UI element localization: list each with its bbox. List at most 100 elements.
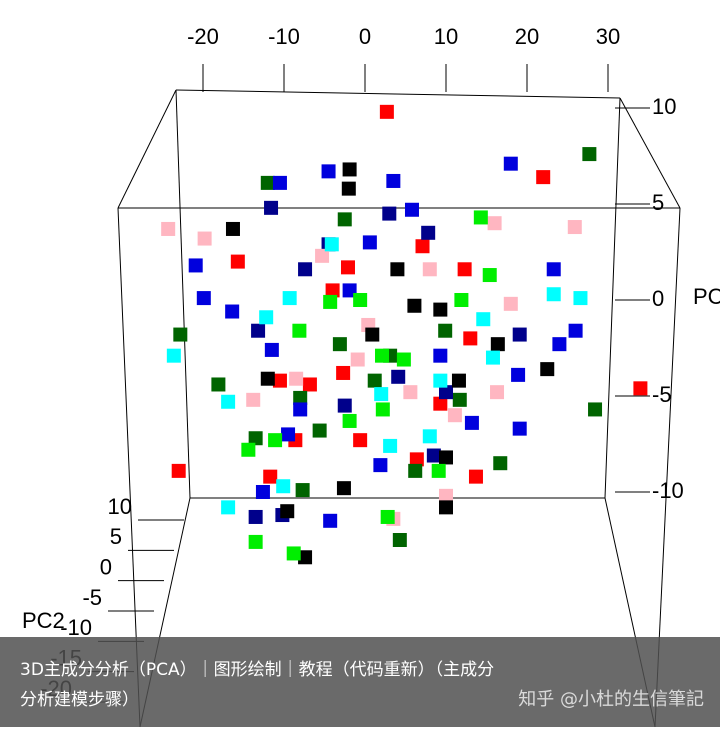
point: [248, 509, 263, 524]
x-tick-label: -10: [268, 24, 300, 49]
point: [422, 429, 437, 444]
point: [439, 385, 453, 400]
point: [268, 433, 283, 448]
point: [323, 294, 338, 309]
watermark: 知乎 @小杜的生信筆記: [518, 689, 704, 710]
point: [350, 352, 365, 367]
point: [298, 262, 313, 277]
point: [396, 352, 411, 367]
x-tick-label: 0: [359, 24, 371, 49]
point: [332, 337, 347, 352]
point: [573, 291, 588, 306]
point: [264, 200, 279, 215]
point: [342, 283, 357, 298]
point: [464, 415, 479, 430]
z-axis-label: PC2: [22, 608, 65, 633]
point: [321, 164, 336, 179]
x-tick-label: 20: [515, 24, 539, 49]
point: [298, 550, 313, 565]
z-tick-label: -5: [82, 585, 102, 610]
x-tick-label: 10: [434, 24, 458, 49]
point: [546, 287, 561, 302]
point: [503, 296, 518, 311]
point: [362, 235, 377, 250]
point: [407, 298, 422, 313]
point: [342, 162, 357, 177]
point: [367, 373, 382, 388]
point: [336, 481, 351, 496]
point: [336, 365, 351, 380]
point: [457, 262, 472, 277]
point: [468, 469, 483, 484]
point: [392, 533, 407, 547]
point: [546, 262, 561, 277]
point: [439, 500, 453, 515]
point: [582, 147, 597, 162]
point: [409, 452, 424, 467]
point: [293, 402, 308, 417]
point: [390, 262, 405, 277]
point: [503, 156, 518, 171]
point: [490, 337, 505, 352]
point: [373, 458, 388, 473]
point: [293, 390, 308, 405]
point: [473, 210, 488, 225]
point: [337, 212, 352, 227]
point: [272, 373, 287, 388]
x-tick-label: -20: [187, 24, 219, 49]
point: [568, 323, 583, 338]
point: [487, 216, 502, 231]
point: [382, 206, 397, 221]
point: [221, 394, 236, 409]
point: [325, 283, 340, 298]
point: [426, 448, 441, 463]
point: [439, 450, 453, 465]
point: [380, 509, 395, 524]
point: [476, 312, 491, 327]
point: [173, 327, 188, 342]
caption-line: 3D主成分分析（PCA）｜图形绘制｜教程（代码重新）（主成分: [20, 660, 495, 680]
point: [171, 463, 186, 478]
point: [292, 323, 307, 338]
point: [365, 327, 380, 342]
point: [415, 239, 430, 254]
point: [447, 408, 462, 423]
point: [540, 362, 555, 377]
point: [241, 442, 256, 457]
point: [196, 291, 211, 306]
point: [588, 402, 603, 417]
point: [386, 173, 401, 188]
y-tick-label: 10: [652, 94, 676, 119]
point: [404, 202, 419, 217]
point: [375, 348, 390, 363]
point: [438, 323, 453, 338]
point: [286, 546, 301, 561]
point: [280, 504, 295, 519]
point: [315, 248, 330, 263]
point: [482, 268, 497, 283]
point: [433, 396, 448, 411]
point: [463, 331, 478, 346]
point: [260, 371, 275, 386]
z-tick-label: -10: [60, 615, 92, 640]
point: [567, 220, 582, 235]
point: [408, 463, 423, 478]
point: [431, 463, 446, 478]
point: [259, 310, 274, 325]
point: [246, 392, 261, 407]
caption-band: 3D主成分分析（PCA）｜图形绘制｜教程（代码重新）（主成分 分析建模步骤） 知…: [0, 637, 720, 727]
point: [493, 456, 508, 471]
point: [433, 373, 448, 388]
point: [511, 367, 526, 382]
point: [439, 488, 453, 503]
y-tick-label: -10: [652, 478, 684, 503]
point: [161, 221, 176, 236]
z-tick-label: 0: [100, 554, 112, 579]
point: [536, 170, 551, 185]
point: [433, 302, 448, 317]
point: [260, 175, 275, 190]
point: [433, 348, 448, 363]
y-tick-label: -5: [652, 382, 672, 407]
